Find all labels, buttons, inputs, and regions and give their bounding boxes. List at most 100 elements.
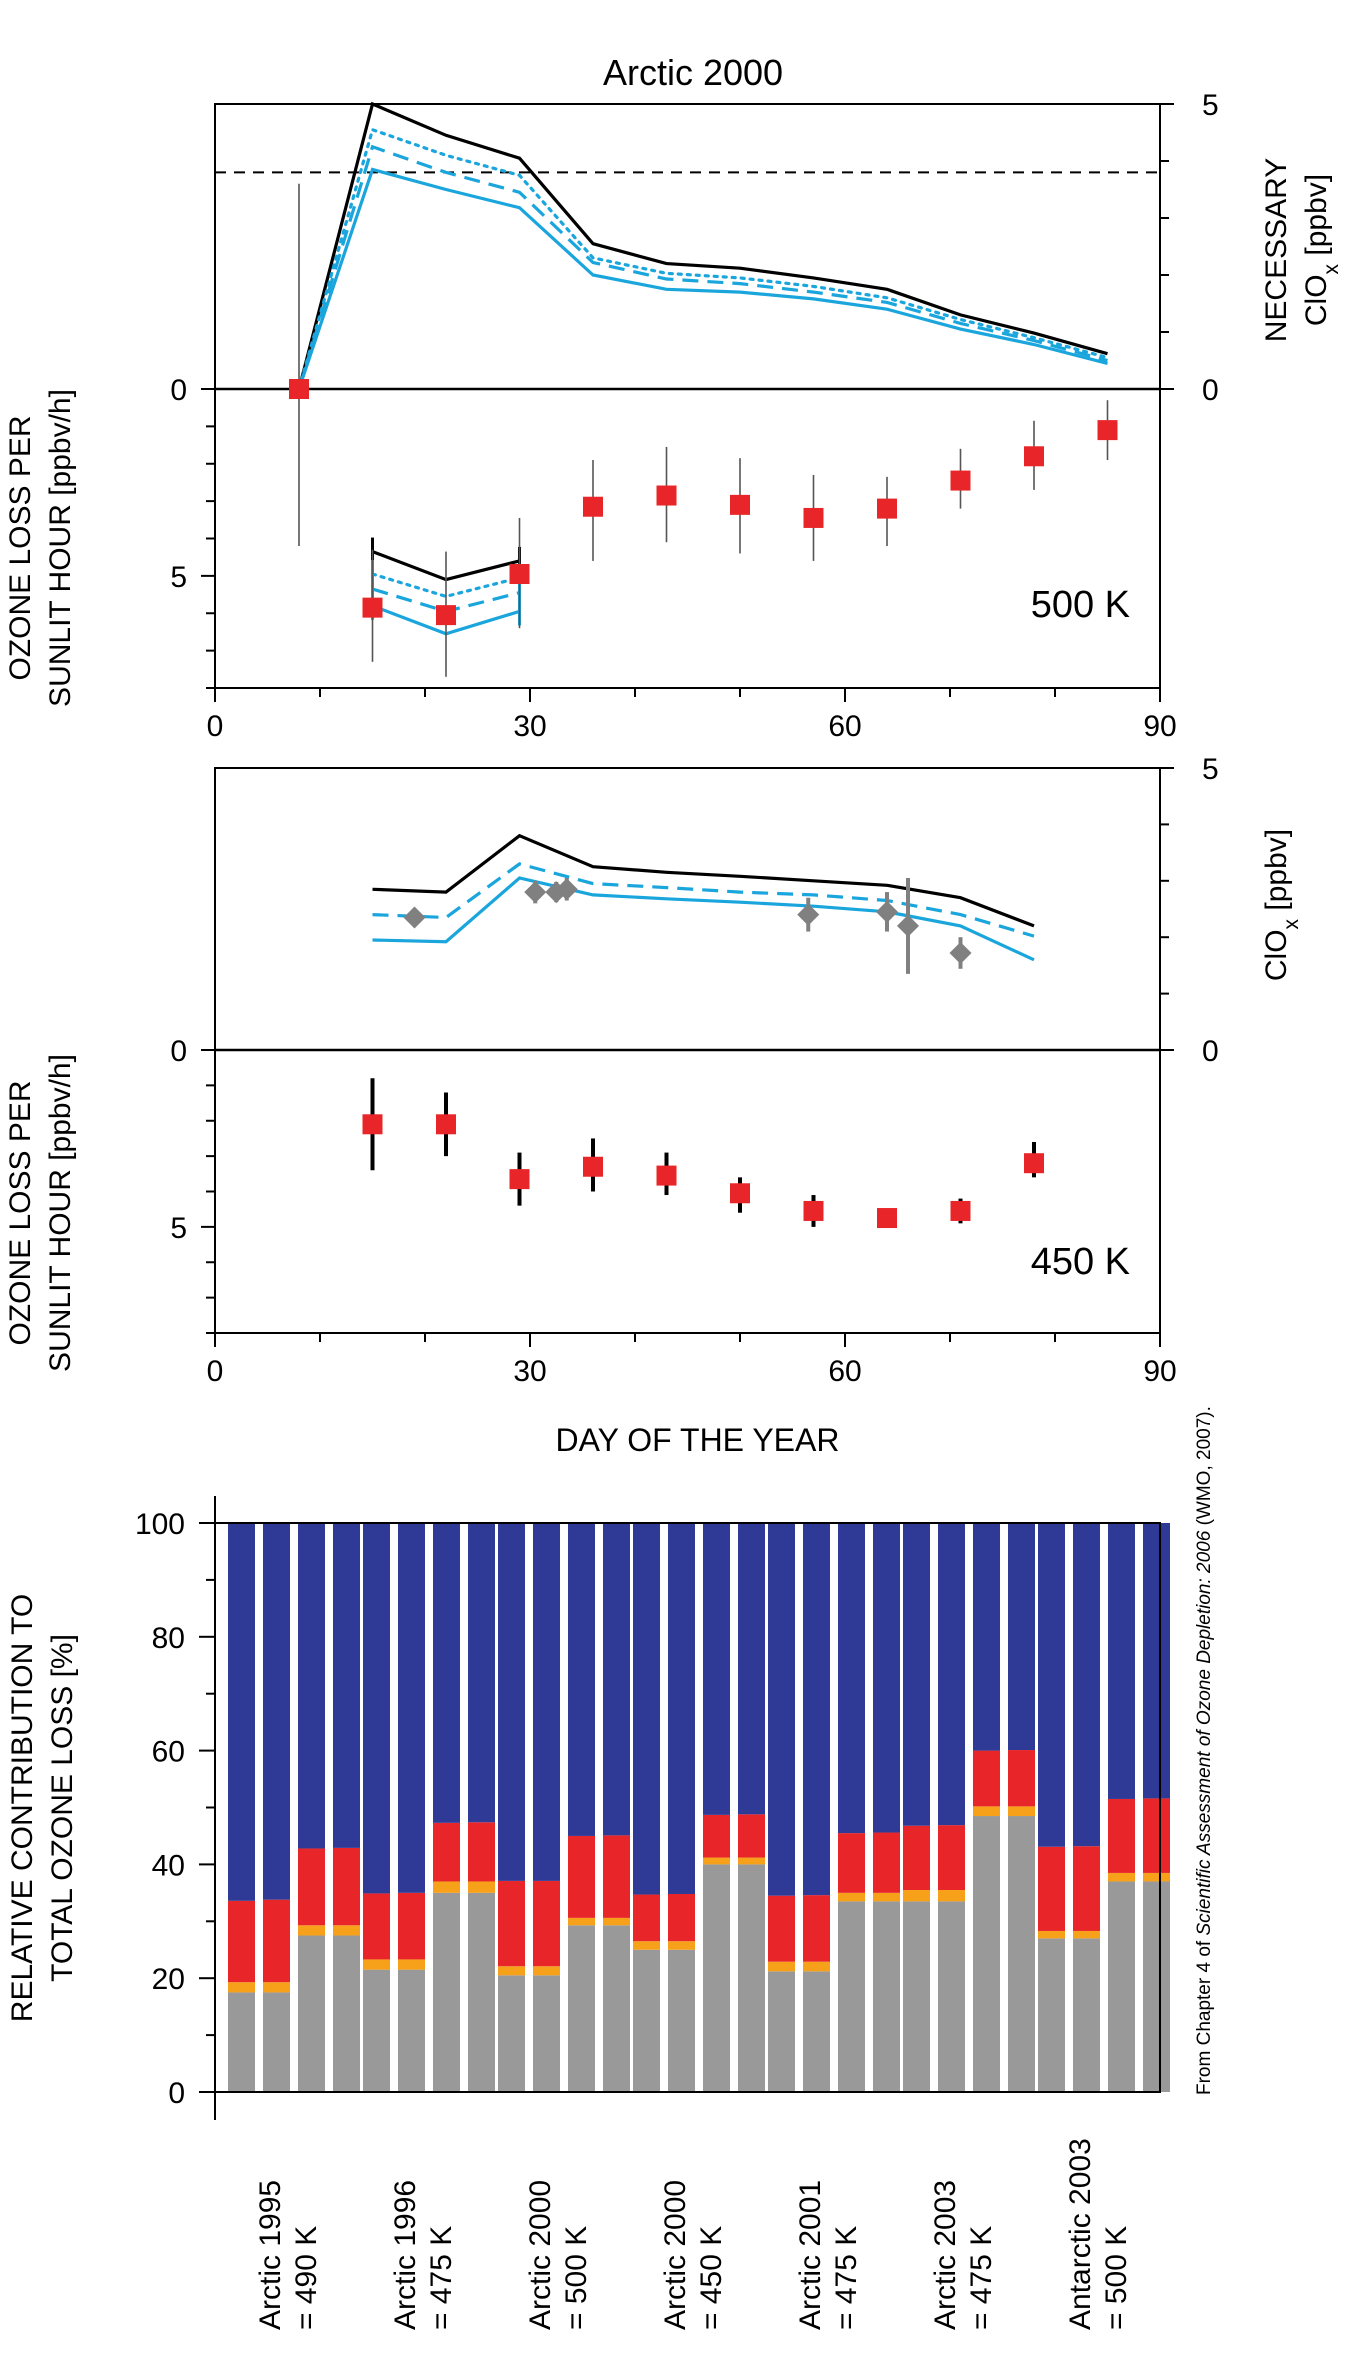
bar-segment-orange bbox=[973, 1806, 1000, 1817]
top-right-axis-title-line-0: NECESSARY bbox=[1260, 158, 1293, 343]
bar-segment-red bbox=[298, 1848, 325, 1926]
bar-segment-gray bbox=[298, 1935, 325, 2092]
bar-segment-red bbox=[1108, 1798, 1135, 1873]
bar-segment-red bbox=[398, 1892, 425, 1960]
bar-segment-gray bbox=[1073, 1938, 1100, 2092]
mid-left-tick-label: 5 bbox=[170, 1212, 187, 1245]
top-right-axis-title-sub: x bbox=[1320, 263, 1343, 274]
top-loss-observed-point bbox=[656, 485, 677, 506]
bar-segment-orange bbox=[263, 1982, 290, 1993]
top-clox-series-cyan-dotted bbox=[297, 127, 1110, 391]
bar-segment-red bbox=[468, 1822, 495, 1882]
bar-segment-red bbox=[333, 1847, 360, 1926]
bar-segment-blue bbox=[873, 1523, 900, 1833]
mid-clox-observed-point bbox=[555, 878, 578, 901]
credit-title: Scientific Assessment of Ozone Depletion… bbox=[1194, 1530, 1215, 1935]
bar-segment-orange bbox=[298, 1925, 325, 1936]
bar-segment-orange bbox=[768, 1961, 795, 1972]
top-panel-500k: 0 5 0 5 0 30 60 90 500 K OZONE LOSS PER SUNLIT HOU… bbox=[4, 89, 1343, 743]
bar-segment-blue bbox=[603, 1523, 630, 1836]
mid-loss-observed-point bbox=[730, 1183, 750, 1204]
mid-left-axis-title-line-0: OZONE LOSS PER bbox=[4, 1080, 37, 1345]
bar-segment-red bbox=[568, 1835, 595, 1918]
top-loss-observed-point bbox=[1024, 446, 1044, 467]
middle-panel-450k: 0 5 0 5 0 30 60 90 450 K OZONE LOSS PER SUNLIT HOU… bbox=[4, 753, 1303, 1458]
bar-segment-blue bbox=[468, 1523, 495, 1823]
bar-segment-blue bbox=[433, 1523, 460, 1823]
bar-segment-gray bbox=[768, 1971, 795, 2092]
bar-segment-red bbox=[633, 1894, 660, 1942]
mid-clox-observed-point bbox=[797, 903, 820, 926]
bar-group-label-line-1: Arctic 2001 bbox=[794, 2180, 827, 2330]
mid-right-tick-label: 0 bbox=[1202, 1035, 1219, 1068]
bar-segment-gray bbox=[633, 1949, 660, 2092]
top-clox-series-cyan-solid bbox=[297, 167, 1108, 390]
mid-loss-observed-point bbox=[436, 1114, 456, 1135]
bar-segment-red bbox=[263, 1899, 290, 1983]
bar-y-tick-label: 100 bbox=[135, 1508, 185, 1541]
mid-clox-series-cyan-dashed bbox=[372, 862, 1035, 938]
bar-group-label-line-2: = 450 K bbox=[695, 2226, 728, 2330]
bar-segment-orange bbox=[1143, 1872, 1170, 1882]
bar-segment-orange bbox=[398, 1959, 425, 1970]
bar-group-label-line-1: Antarctic 2003 bbox=[1064, 2138, 1097, 2330]
top-loss-observed-point bbox=[803, 507, 824, 528]
bar-segment-orange bbox=[498, 1966, 525, 1976]
bar-segment-blue bbox=[668, 1523, 695, 1894]
bar-segment-blue bbox=[738, 1523, 765, 1815]
mid-loss-observed-point bbox=[509, 1169, 530, 1190]
mid-loss-observed-point bbox=[877, 1208, 897, 1229]
bar-group-label-line-2: = 475 K bbox=[965, 2226, 998, 2330]
bar-y-tick-label: 60 bbox=[152, 1736, 185, 1769]
bar-segment-blue bbox=[333, 1523, 360, 1848]
bar-segment-gray bbox=[903, 1901, 930, 2092]
top-loss-observed-point bbox=[583, 496, 603, 517]
bar-segment-red bbox=[1073, 1846, 1100, 1931]
bar-segment-gray bbox=[1008, 1816, 1035, 2092]
top-right-axis-title-text2: [ppbv] bbox=[1300, 174, 1333, 264]
mid-clox-observed-point bbox=[949, 941, 972, 964]
bar-segment-red bbox=[973, 1750, 1000, 1807]
bar-segment-gray bbox=[333, 1935, 360, 2092]
bar-segment-gray bbox=[468, 1892, 495, 2092]
bar-segment-gray bbox=[498, 1975, 525, 2092]
bar-segment-red bbox=[228, 1900, 255, 1983]
bar-y-tick-label: 40 bbox=[152, 1849, 185, 1882]
top-x-tick-label: 60 bbox=[828, 710, 861, 743]
bar-segment-gray bbox=[703, 1864, 730, 2092]
top-left-tick-label: 0 bbox=[170, 374, 187, 407]
bar-segment-red bbox=[1008, 1750, 1035, 1807]
bar-group-label-line-1: Arctic 1995 bbox=[254, 2180, 287, 2330]
bar-segment-orange bbox=[533, 1966, 560, 1976]
bar-segment-orange bbox=[703, 1857, 730, 1865]
top-plot-frame bbox=[214, 103, 1161, 689]
bar-segment-red bbox=[1143, 1798, 1170, 1873]
bar-segment-gray bbox=[433, 1892, 460, 2092]
top-loss-observed-point bbox=[289, 379, 309, 399]
mid-loss-observed-point bbox=[656, 1165, 677, 1186]
top-x-tick-label: 90 bbox=[1143, 710, 1176, 743]
bar-segment-red bbox=[363, 1893, 390, 1960]
bar-segment-red bbox=[768, 1895, 795, 1962]
bar-segment-orange bbox=[633, 1941, 660, 1950]
bar-group-label-line-1: Arctic 2000 bbox=[659, 2180, 692, 2330]
mid-x-tick-label: 60 bbox=[828, 1355, 861, 1388]
mid-clox-observed-point bbox=[524, 881, 547, 904]
bar-segment-orange bbox=[903, 1890, 930, 1902]
top-x-tick-label: 30 bbox=[513, 710, 546, 743]
bar-group-label-line-2: = 475 K bbox=[425, 2226, 458, 2330]
bar-group-label-line-1: Arctic 2003 bbox=[929, 2180, 962, 2330]
mid-x-tick-label: 0 bbox=[207, 1355, 224, 1388]
bar-segment-blue bbox=[228, 1523, 255, 1901]
bar-segment-red bbox=[738, 1814, 765, 1858]
bar-segment-orange bbox=[1038, 1930, 1065, 1939]
credit-note: From Chapter 4 of Scientific Assessment … bbox=[1194, 1406, 1215, 2095]
bar-segment-gray bbox=[803, 1971, 830, 2092]
top-loss-observed-point bbox=[362, 597, 383, 618]
mid-loss-observed-point bbox=[362, 1114, 383, 1135]
bar-segment-blue bbox=[398, 1523, 425, 1893]
bar-y-tick-label: 80 bbox=[152, 1622, 185, 1655]
top-left-axis-title-line-1: SUNLIT HOUR [ppbv/h] bbox=[44, 389, 77, 707]
bar-segment-blue bbox=[298, 1523, 325, 1849]
